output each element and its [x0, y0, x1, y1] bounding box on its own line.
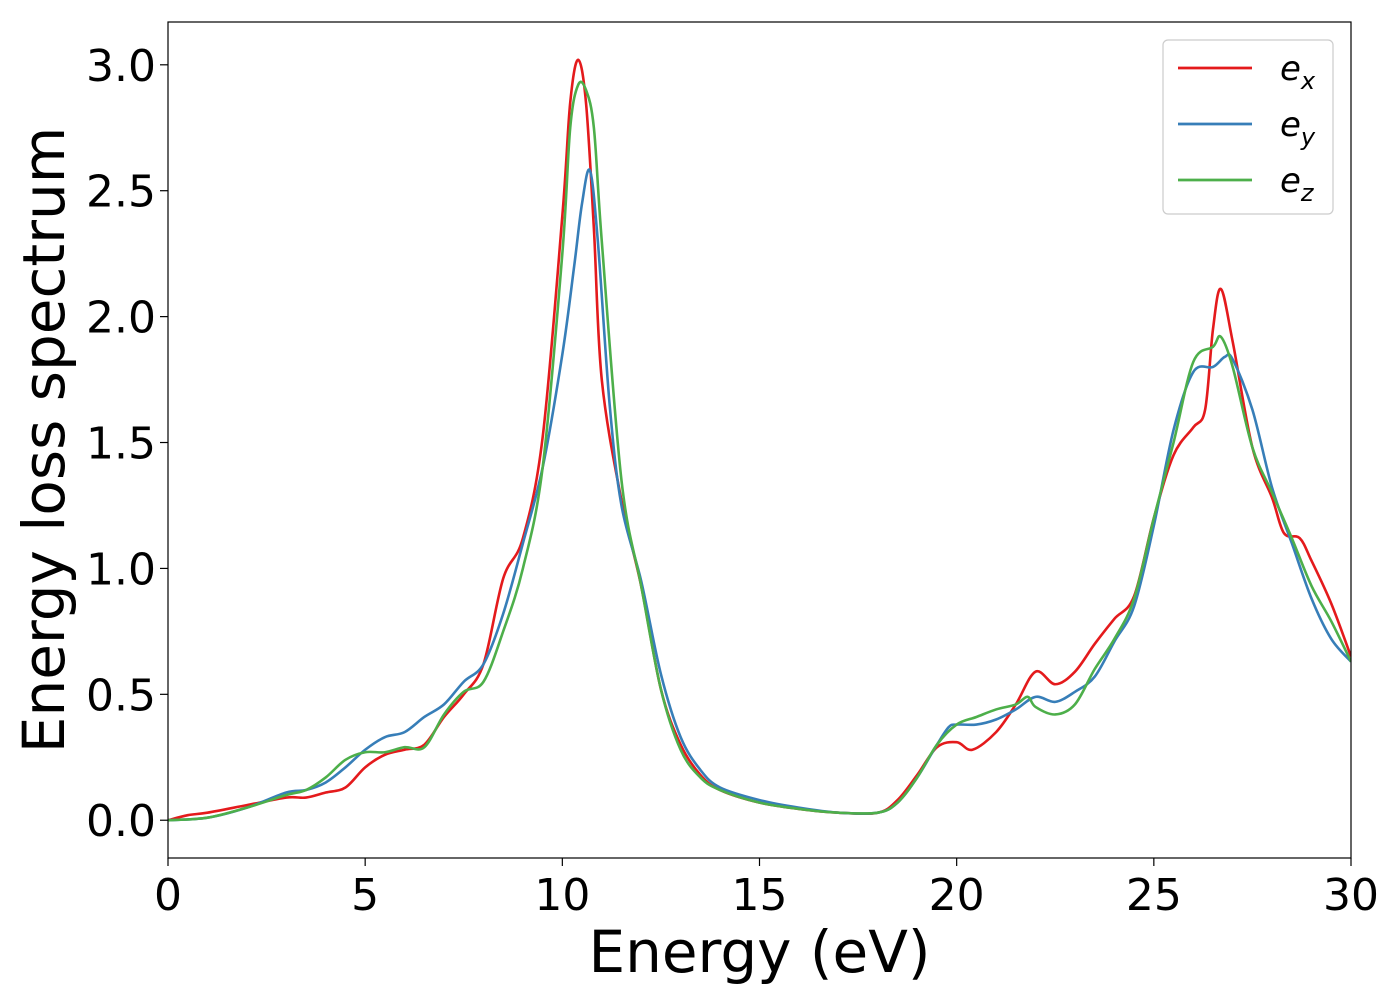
legend-box — [1162, 39, 1334, 215]
series-line-ey — [168, 168, 1351, 822]
x-axis: 0 5 10 15 20 25 30 — [154, 858, 1379, 921]
y-tick-label: 2.5 — [86, 167, 156, 218]
x-axis-title: Energy (eV) — [588, 918, 930, 986]
y-tick-label: 1.5 — [86, 419, 156, 470]
legend: ex ey ez — [1162, 39, 1334, 215]
x-tick-label: 0 — [154, 870, 182, 921]
y-tick-label: 3.0 — [86, 41, 156, 92]
y-tick-label: 2.0 — [86, 293, 156, 344]
legend-label: ey — [1280, 105, 1316, 151]
y-tick-label: 1.0 — [86, 544, 156, 595]
y-axis-title: Energy loss spectrum — [10, 127, 78, 753]
x-tick-label: 10 — [534, 870, 590, 921]
x-tick-label: 30 — [1323, 870, 1379, 921]
series-lines — [168, 58, 1351, 822]
x-tick-label: 25 — [1126, 870, 1182, 921]
x-tick-label: 20 — [929, 870, 985, 921]
series-line-ez — [168, 80, 1351, 822]
y-axis: 0.0 0.5 1.0 1.5 2.0 2.5 3.0 — [86, 41, 168, 847]
y-tick-label: 0.0 — [86, 796, 156, 847]
x-tick-label: 5 — [351, 870, 379, 921]
legend-label: ex — [1280, 49, 1316, 95]
legend-label: ez — [1280, 161, 1315, 207]
x-tick-label: 15 — [732, 870, 788, 921]
y-tick-label: 0.5 — [86, 670, 156, 721]
